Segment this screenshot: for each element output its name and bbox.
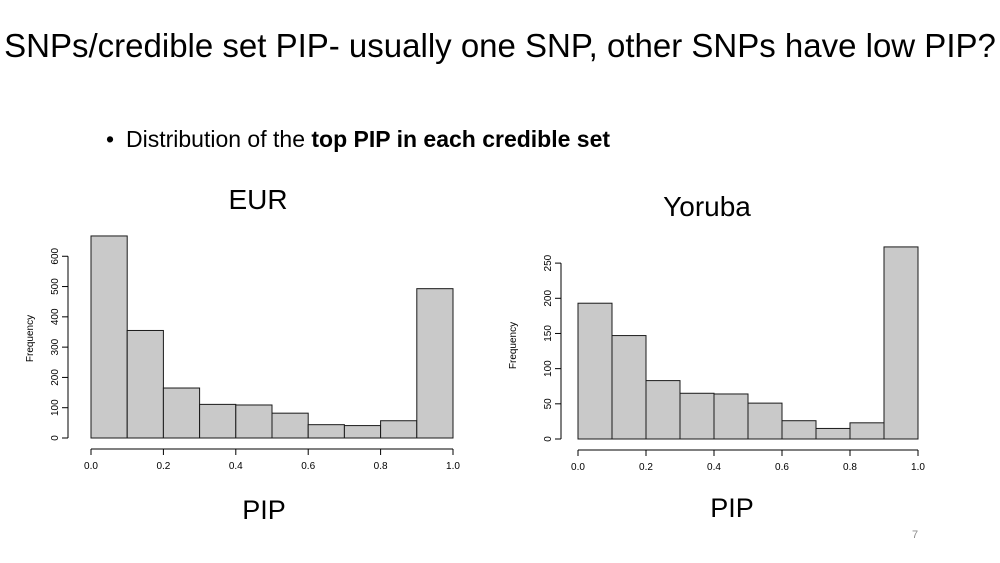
yoruba-y-tick-label: 100: [543, 360, 554, 377]
eur-x-tick-label: 0.4: [229, 461, 243, 472]
yoruba-bar: [747, 402, 783, 440]
yoruba-histogram: 0.0 0.2 0.4 0.6 0.8 1.0 0 50 100 150 200 250 Frequen…: [508, 246, 925, 473]
yoruba-x-axis-label: PIP: [710, 493, 754, 523]
eur-y-tick-label: 100: [50, 399, 61, 416]
eur-histogram: 0.0 0.2 0.4 0.6 0.8 1.0 0 100 200 300 400 500 600 Fre…: [25, 235, 460, 472]
yoruba-bar: [781, 420, 817, 440]
eur-bar: [235, 404, 273, 439]
yoruba-x-tick-label: 0.6: [775, 462, 789, 473]
yoruba-x-tick-label: 0.4: [707, 462, 721, 473]
eur-bar: [126, 329, 164, 439]
eur-x-tick-label: 0.8: [374, 461, 388, 472]
eur-bar: [90, 235, 128, 439]
yoruba-bar: [577, 302, 613, 440]
eur-x-tick-label: 0.2: [156, 461, 170, 472]
yoruba-bar: [849, 422, 885, 440]
eur-y-tick-label: 500: [50, 278, 61, 295]
yoruba-bar: [713, 393, 749, 440]
yoruba-bar: [883, 246, 919, 440]
page-number: 7: [912, 529, 919, 541]
eur-x-tick-label: 1.0: [446, 461, 460, 472]
eur-x-axis-label: PIP: [242, 495, 286, 525]
eur-y-tick-label: 300: [50, 338, 61, 355]
eur-y-axis-label: Frequency: [25, 315, 36, 362]
yoruba-y-tick-label: 200: [543, 290, 554, 307]
yoruba-bar: [645, 380, 681, 440]
slide-title: SNPs/credible set PIP- usually one SNP, …: [4, 27, 996, 64]
eur-chart-title: EUR: [228, 184, 288, 215]
yoruba-bar: [679, 392, 715, 440]
yoruba-x-tick-label: 1.0: [911, 462, 925, 473]
yoruba-chart-title: Yoruba: [663, 191, 751, 222]
eur-y-tick-label: 0: [50, 435, 61, 441]
yoruba-bar: [611, 335, 647, 440]
yoruba-y-tick-label: 50: [543, 398, 554, 410]
eur-x-tick-label: 0.0: [84, 461, 98, 472]
bullet-bold-text: top PIP in each credible set: [311, 126, 611, 152]
yoruba-bar: [815, 427, 851, 440]
yoruba-y-tick-label: 250: [543, 254, 554, 271]
eur-bar: [271, 412, 309, 439]
yoruba-y-tick-label: 0: [543, 436, 554, 442]
eur-y-tick-label: 200: [50, 369, 61, 386]
eur-y-tick-label: 400: [50, 308, 61, 325]
bullet-point: • Distribution of the top PIP in each cre…: [106, 123, 610, 155]
eur-x-tick-label: 0.6: [301, 461, 315, 472]
yoruba-x-tick-label: 0.8: [843, 462, 857, 473]
eur-bar: [416, 288, 454, 439]
bullet-text: Distribution of the: [126, 126, 312, 152]
yoruba-x-tick-label: 0.2: [639, 462, 653, 473]
eur-y-tick-label: 600: [50, 247, 61, 264]
yoruba-y-tick-label: 150: [543, 325, 554, 342]
yoruba-x-tick-label: 0.0: [571, 462, 585, 473]
yoruba-y-axis-label: Frequency: [508, 322, 519, 369]
bullet-dot-icon: •: [106, 126, 115, 152]
